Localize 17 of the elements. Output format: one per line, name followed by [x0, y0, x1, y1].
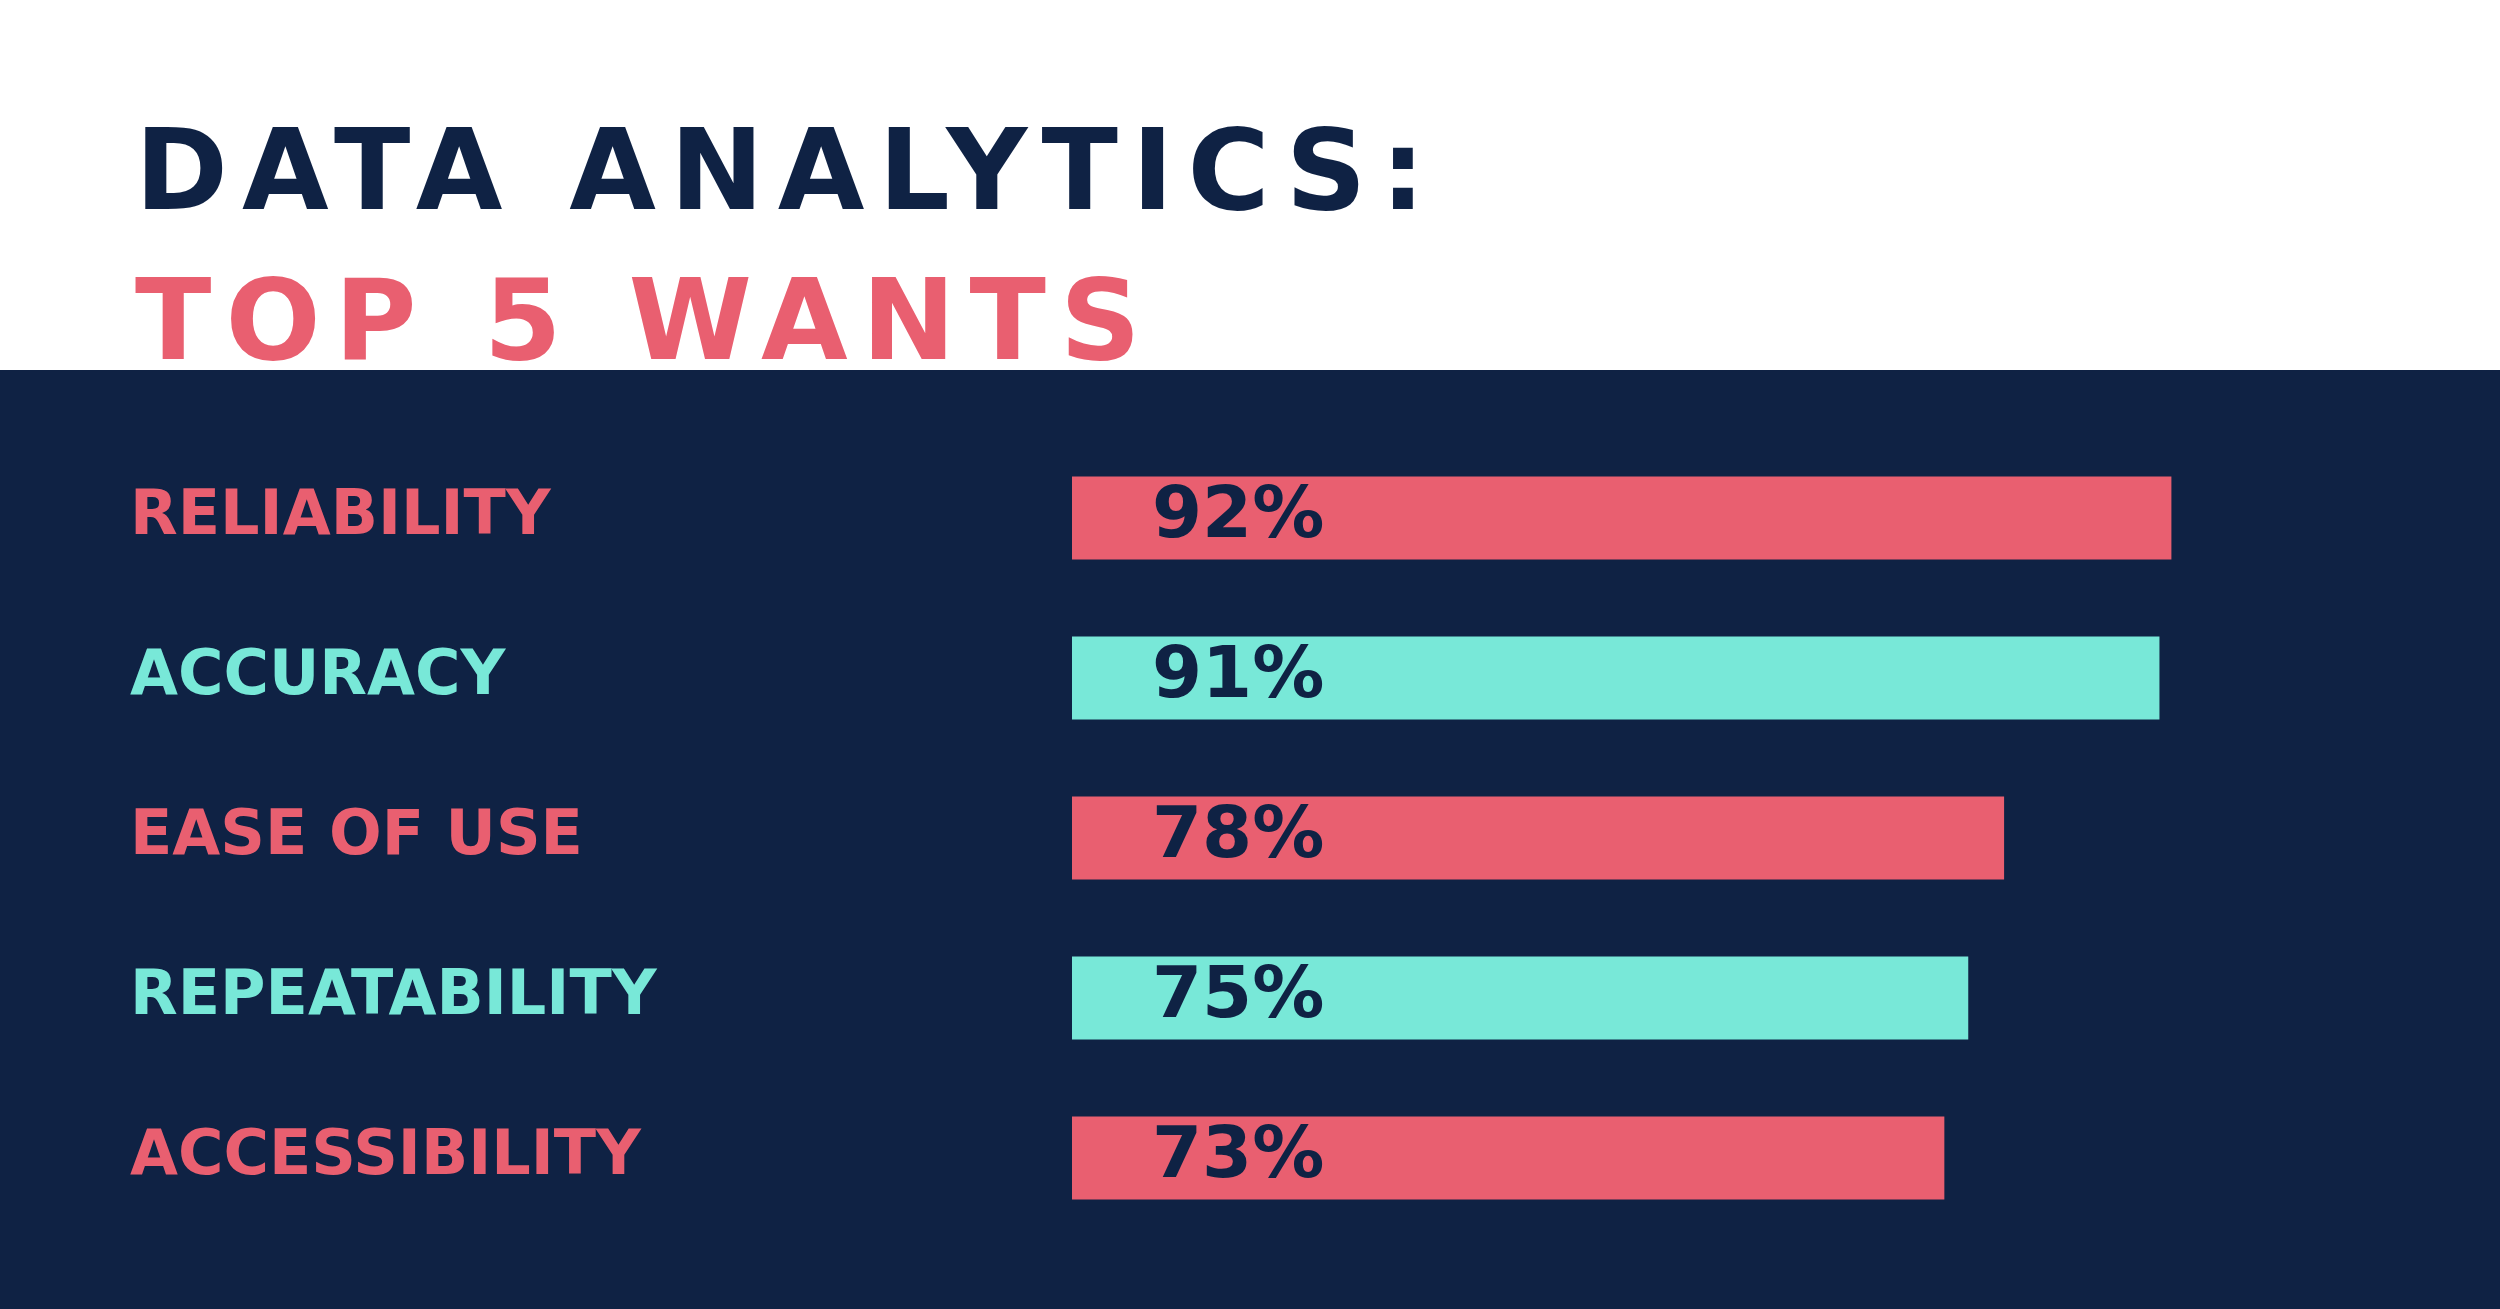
- y-tick-label: ACCURACY: [130, 636, 507, 710]
- chart-title: DATA ANALYTICS:: [135, 104, 1440, 237]
- bar: [1072, 636, 2160, 720]
- y-tick-label: EASE OF USE: [130, 796, 583, 870]
- data-label: 91%: [1152, 629, 1325, 714]
- data-label: 73%: [1152, 1109, 1325, 1194]
- chart-subtitle: TOP 5 WANTS: [135, 254, 1156, 372]
- bar: [1072, 476, 2172, 560]
- bar: [1072, 796, 2005, 880]
- bar: [1072, 956, 1969, 1040]
- y-tick-label: REPEATABILITY: [130, 956, 658, 1030]
- data-label: 92%: [1152, 469, 1325, 554]
- y-tick-label: ACCESSIBILITY: [130, 1116, 643, 1190]
- y-tick-label: RELIABILITY: [130, 476, 552, 550]
- data-label: 78%: [1152, 789, 1325, 874]
- data-label: 75%: [1152, 949, 1325, 1034]
- bar: [1072, 1116, 1945, 1200]
